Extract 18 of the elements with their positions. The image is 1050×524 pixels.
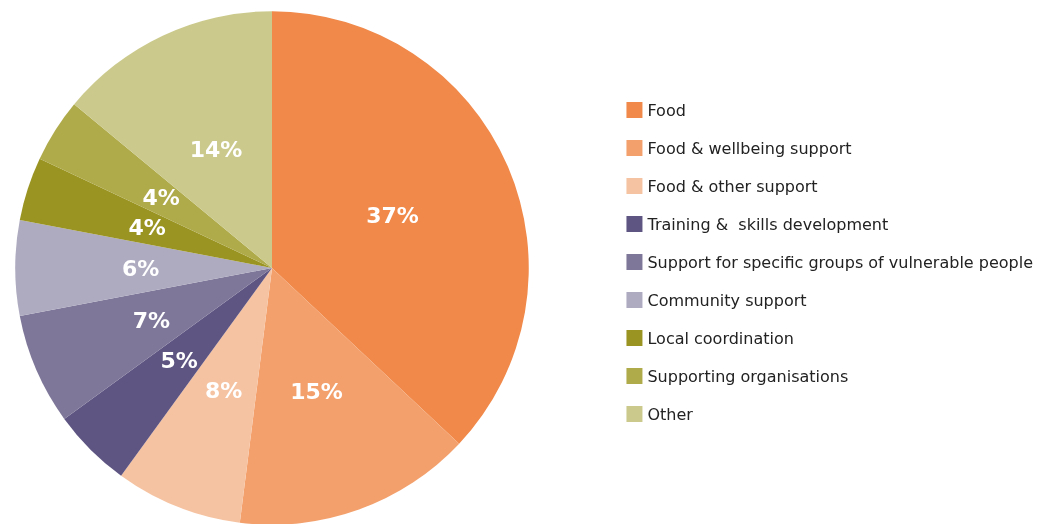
data-label: 15% bbox=[290, 379, 343, 405]
legend-label: Food & wellbeing support bbox=[647, 138, 852, 158]
data-label: 5% bbox=[160, 348, 198, 374]
data-label: 7% bbox=[132, 307, 171, 333]
data-label: 37% bbox=[366, 203, 419, 229]
data-label: 8% bbox=[204, 377, 243, 403]
legend-label: Other bbox=[647, 404, 694, 424]
legend-label: Food bbox=[647, 100, 686, 120]
data-label: 4% bbox=[128, 214, 166, 240]
legend-label: Food & other support bbox=[647, 176, 818, 196]
legend-label: Supporting organisations bbox=[647, 366, 849, 386]
legend-label: Support for specific groups of vulnerable people bbox=[647, 252, 1033, 272]
data-label: 14% bbox=[189, 136, 243, 162]
legend-label: Local coordination bbox=[647, 328, 794, 348]
legend-label: Community support bbox=[647, 290, 807, 310]
data-label: 4% bbox=[142, 185, 180, 211]
legend-label: Training & skills development bbox=[646, 214, 889, 234]
data-label: 6% bbox=[121, 255, 160, 281]
